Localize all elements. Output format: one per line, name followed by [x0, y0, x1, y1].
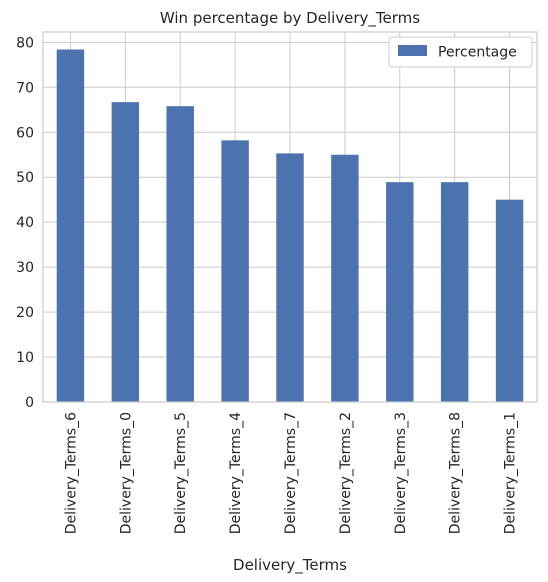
bar [221, 140, 249, 402]
plot-area: 0 10 20 30 40 50 60 70 80 Delivery_Terms_6 Deliver… [16, 31, 538, 534]
bar [386, 182, 414, 402]
bar [111, 102, 140, 402]
y-tick-label: 10 [16, 350, 34, 366]
y-tick-label: 40 [16, 215, 34, 231]
y-tick-label: 0 [25, 395, 34, 411]
bar [331, 154, 359, 402]
x-tick-label: Delivery_Terms_3 [393, 412, 409, 534]
x-tick-label: Delivery_Terms_8 [448, 412, 464, 534]
chart-title: Win percentage by Delivery_Terms [160, 9, 420, 28]
bar [166, 106, 194, 402]
y-tick-label: 50 [16, 170, 34, 186]
y-tick-label: 80 [16, 35, 34, 51]
legend-label: Percentage [438, 45, 517, 61]
x-tick-label: Delivery_Terms_5 [173, 412, 189, 534]
y-tick-label: 20 [16, 305, 34, 321]
x-tick-label: Delivery_Terms_1 [503, 412, 519, 534]
plot-frame [42, 31, 538, 403]
x-tick-label: Delivery_Terms_0 [118, 412, 134, 534]
x-tick-label: Delivery_Terms_6 [63, 412, 79, 534]
legend-box [388, 36, 533, 68]
x-tick-label: Delivery_Terms_4 [228, 412, 244, 534]
x-axis-label: Delivery_Terms [233, 556, 347, 575]
bar [495, 199, 524, 402]
x-tick-label: Delivery_Terms_2 [338, 412, 354, 534]
legend: Percentage [388, 36, 533, 68]
legend-swatch [398, 45, 427, 56]
y-tick-label: 30 [16, 260, 34, 276]
bar [440, 182, 469, 402]
bar [56, 49, 85, 402]
bar [276, 153, 304, 402]
y-tick-label: 60 [16, 125, 34, 141]
x-tick-label: Delivery_Terms_7 [283, 412, 299, 534]
y-tick-label: 70 [16, 80, 34, 96]
